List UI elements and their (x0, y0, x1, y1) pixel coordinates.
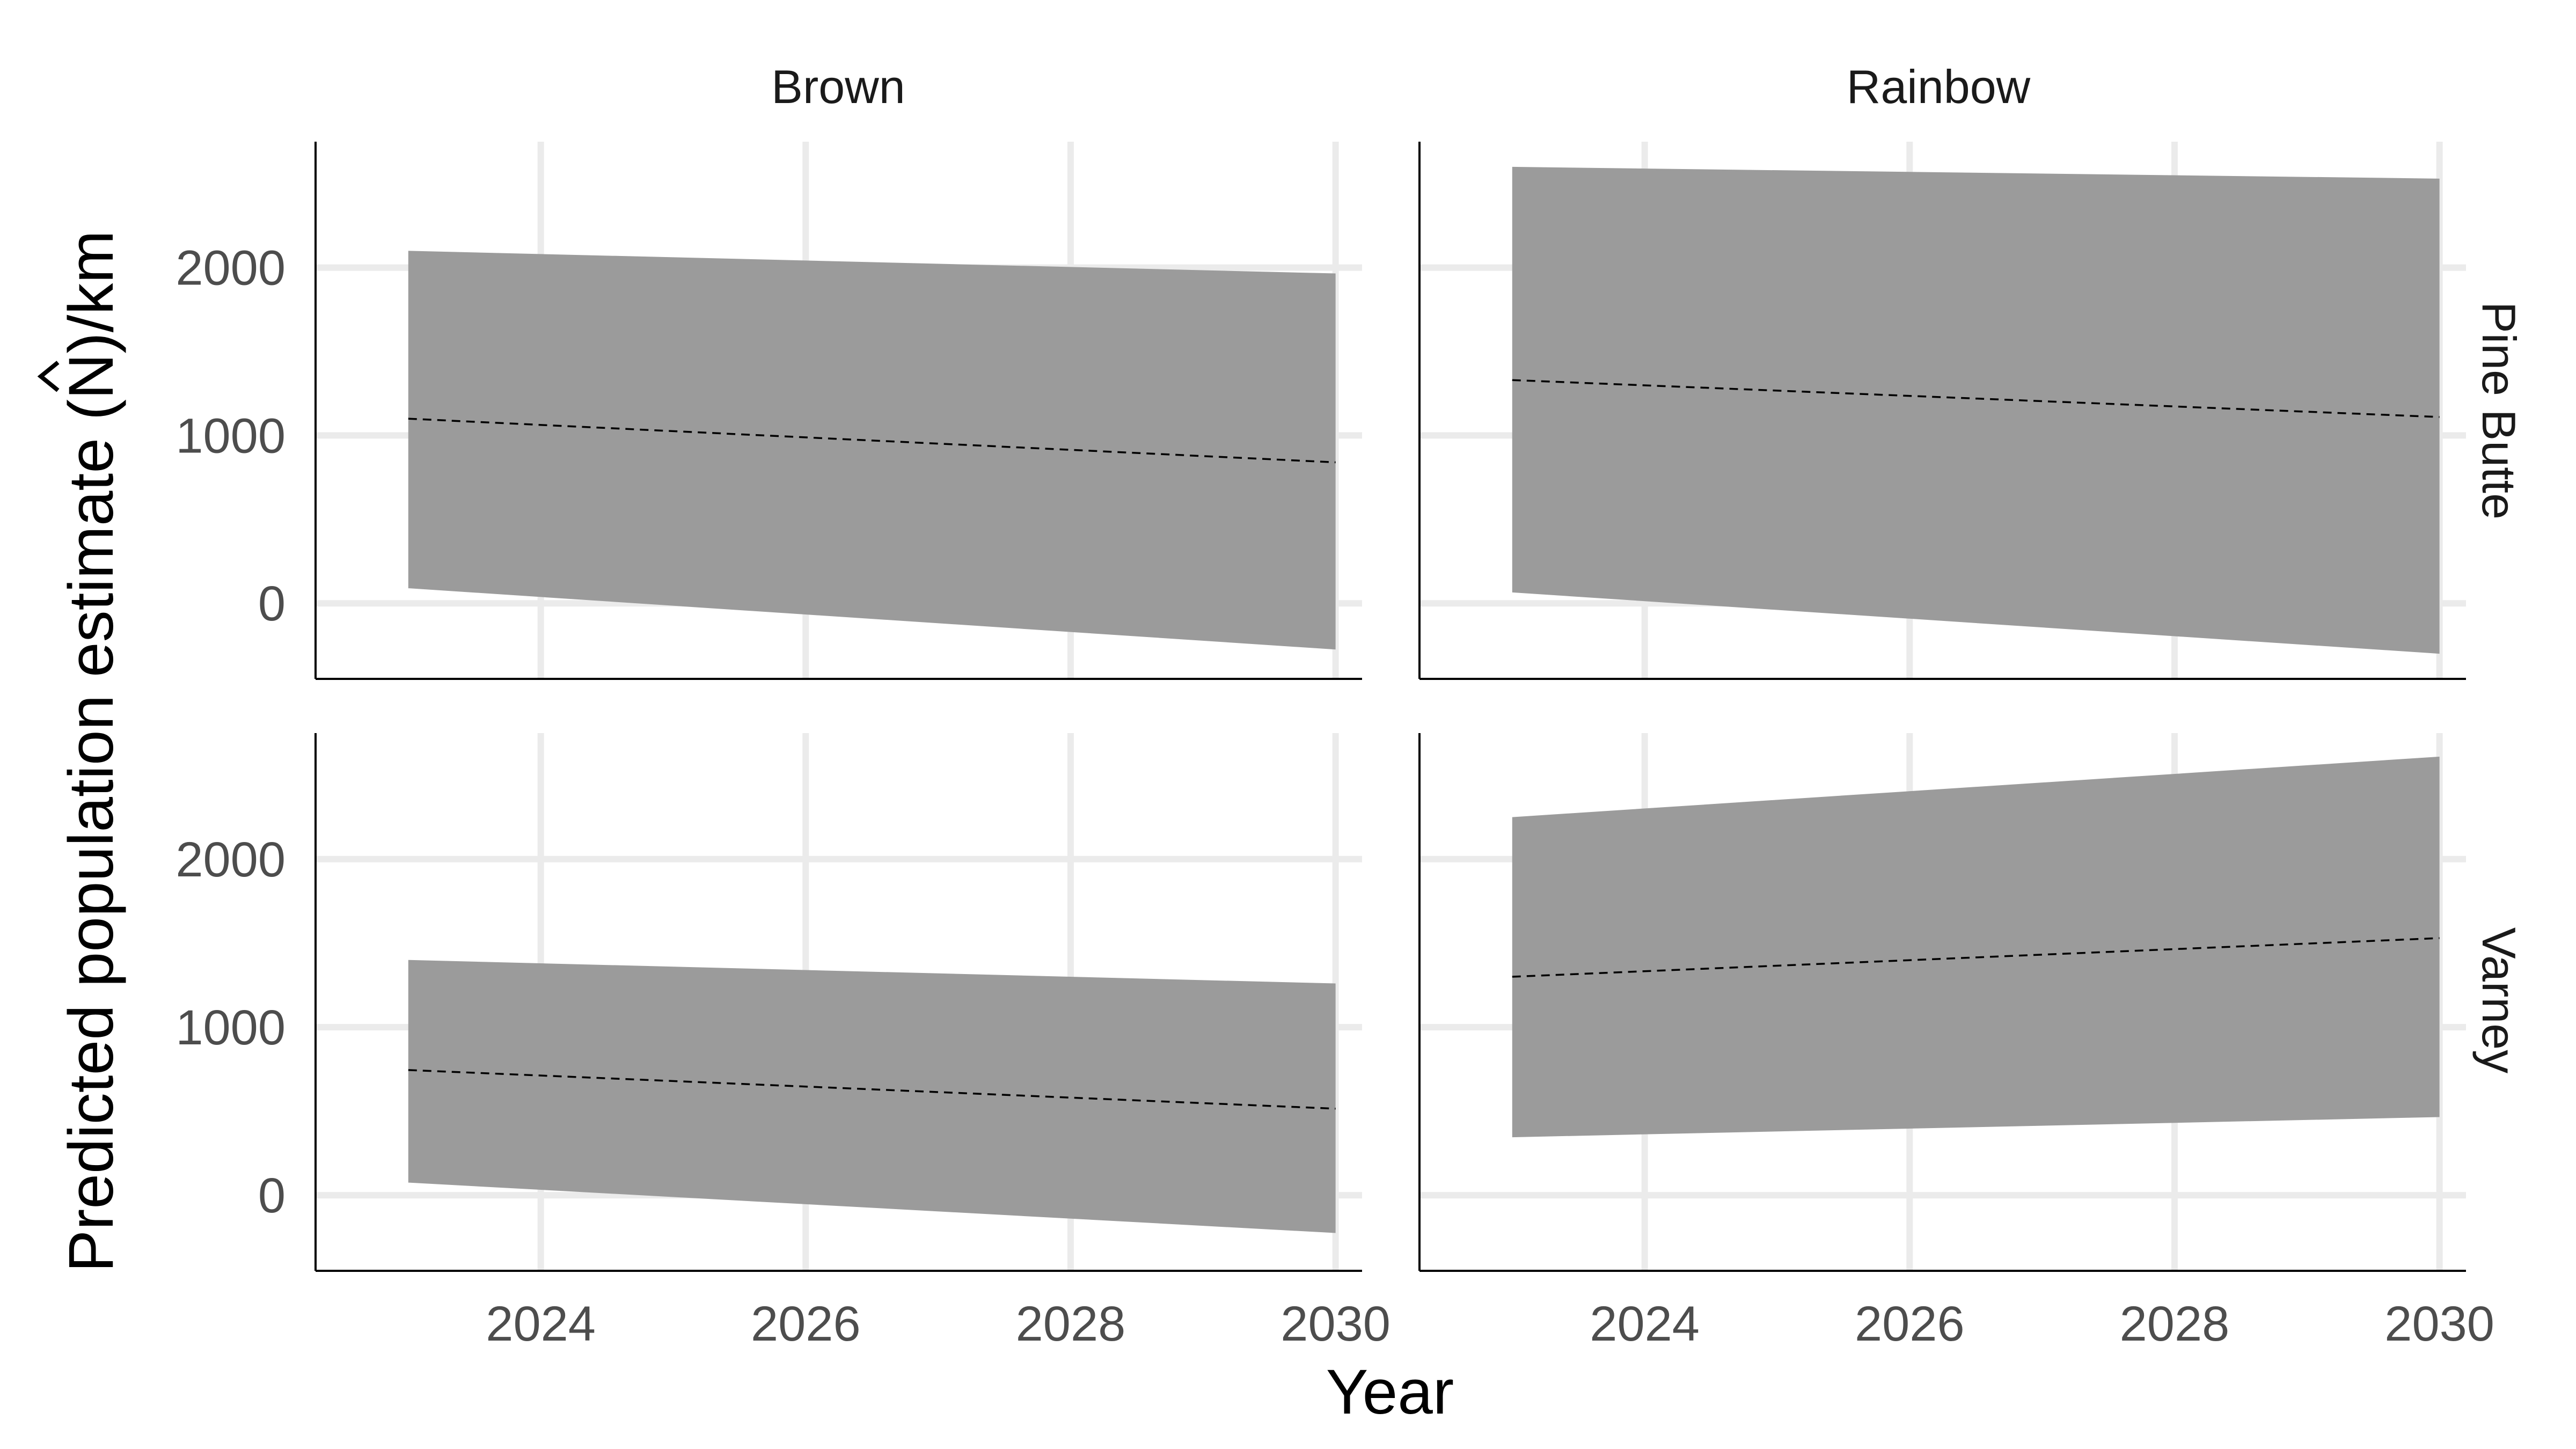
strip-label-varney: Varney (2472, 927, 2526, 1073)
x-tick-label: 2030 (2384, 1297, 2494, 1351)
estimate-line (408, 418, 1336, 464)
hat-accent (37, 361, 60, 392)
strip-label-brown: Brown (771, 60, 905, 113)
x-tick-label: 2024 (486, 1297, 596, 1351)
strip-label-rainbow: Rainbow (1847, 60, 2031, 113)
estimate-line (408, 1069, 1336, 1110)
x-tick-label: 2030 (1280, 1297, 1391, 1351)
x-tick-label: 2028 (1016, 1297, 1126, 1351)
confidence-ribbon (408, 251, 1336, 650)
y-tick-label: 2000 (175, 241, 286, 296)
confidence-ribbon (1512, 756, 2440, 1138)
y-axis-title: Predicted population estimate (N)/km (37, 230, 127, 1272)
y-axis-title-prefix: Predicted population estimate ( (56, 399, 127, 1272)
panel-pine-butte-rainbow (1418, 142, 2466, 680)
confidence-ribbon (1512, 166, 2440, 654)
confidence-ribbon (408, 960, 1336, 1233)
y-tick-label: 0 (258, 1168, 286, 1223)
svg-text:Predicted population estimate: Predicted population estimate (N)/km (56, 230, 127, 1272)
estimate-line (1512, 379, 2440, 418)
x-tick-label: 2026 (1855, 1297, 1965, 1351)
panel-varney-rainbow: 2024 2026 2028 2030 (1418, 733, 2494, 1351)
y-tick-label: 0 (258, 576, 286, 631)
panel-pine-butte-brown: 0 1000 2000 (175, 142, 1362, 680)
y-axis-title-suffix: )/km (56, 230, 127, 353)
x-tick-label: 2026 (751, 1297, 861, 1351)
panel-varney-brown: 0 1000 2000 2024 2026 2028 2030 (175, 733, 1391, 1351)
x-tick-label: 2024 (1590, 1297, 1700, 1351)
x-axis-title: Year (1326, 1357, 1454, 1428)
y-axis-title-symbol: N (56, 354, 127, 399)
y-tick-label: 1000 (175, 1000, 286, 1055)
y-tick-label: 1000 (175, 408, 286, 463)
y-tick-label: 2000 (175, 832, 286, 887)
strip-label-pine-butte: Pine Butte (2472, 302, 2526, 519)
x-tick-label: 2028 (2120, 1297, 2230, 1351)
estimate-line (1512, 937, 2440, 978)
